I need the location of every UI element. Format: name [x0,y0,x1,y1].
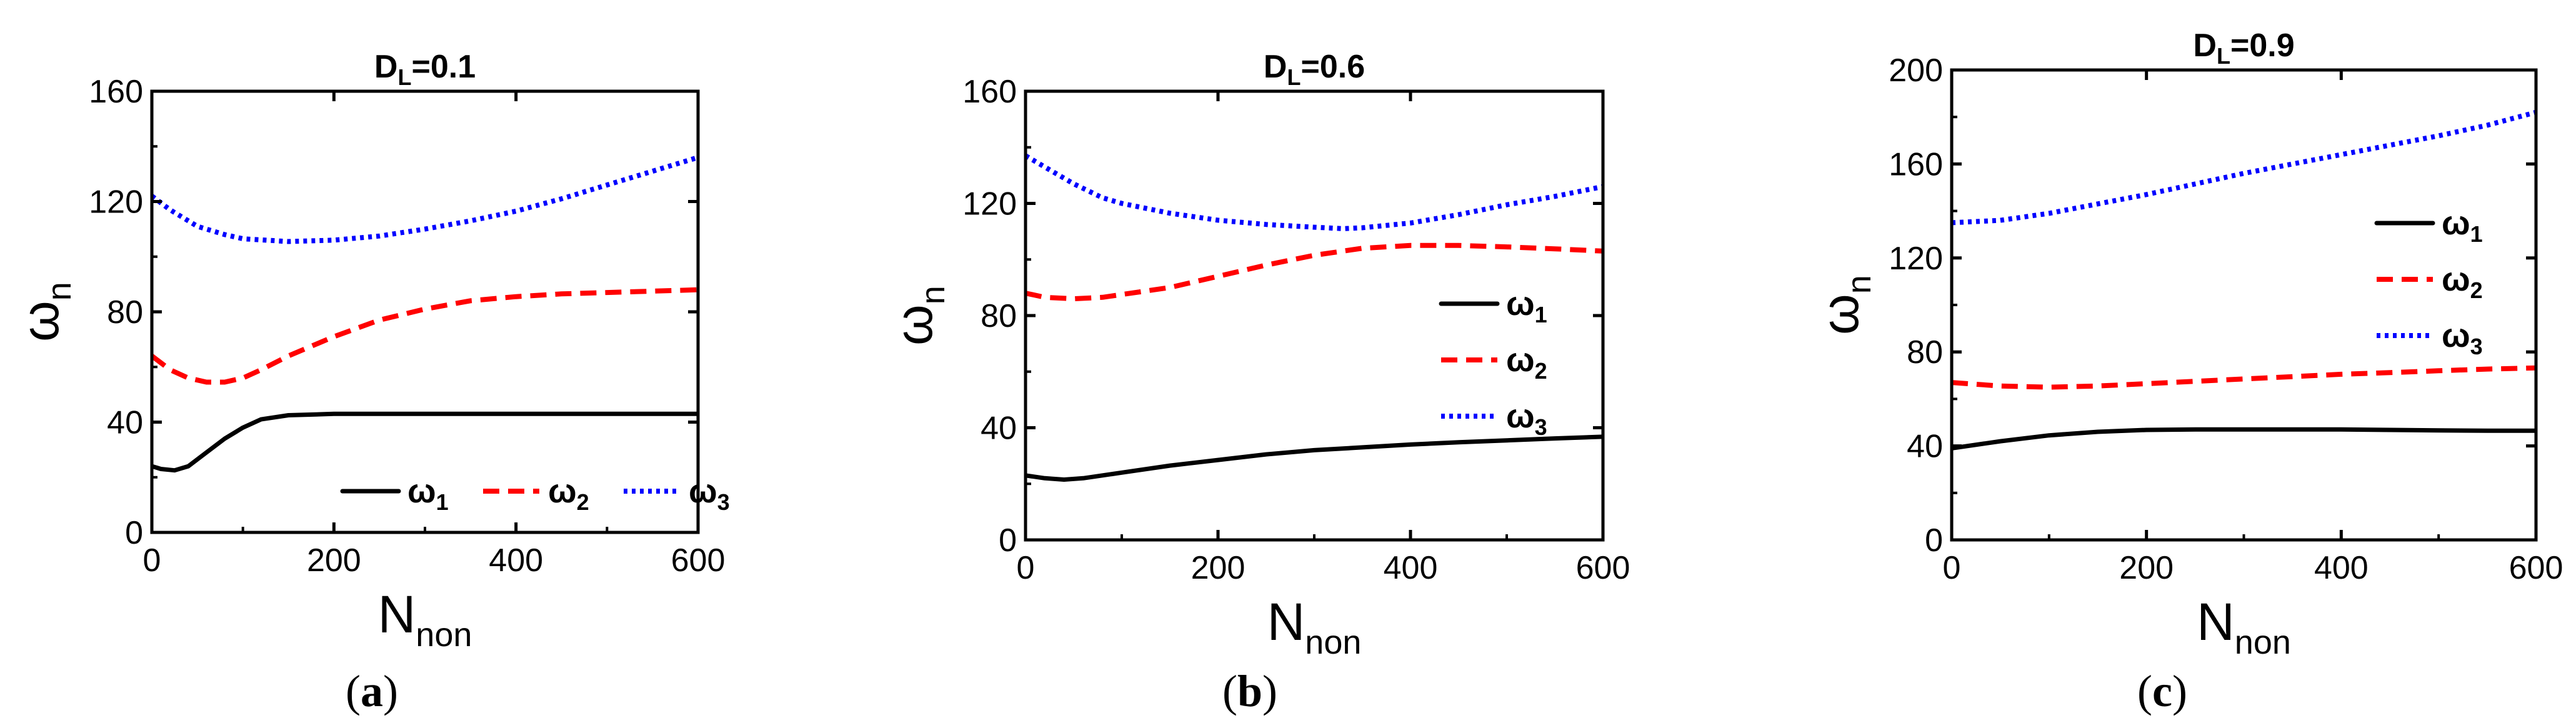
series-line-ω1 [1952,427,2536,451]
y-tick-label: 120 [89,184,143,221]
series-line-ω3 [1026,153,1603,231]
legend: ω1 ω2 ω3 [1439,285,1547,440]
x-tick-label: 400 [489,542,543,579]
y-axis-label: ωn [1810,275,1878,335]
panel-caption: (a) [346,666,398,716]
legend-label-ω1: ω1 [1506,285,1547,327]
series-line-ω2 [152,287,698,385]
y-tick-label: 160 [962,74,1017,110]
y-tick-label: 80 [981,298,1017,334]
series-line-ω2 [1026,242,1603,302]
x-tick-label: 0 [143,542,161,579]
y-axis-label: ωn [11,282,78,342]
series-line-ω3 [1952,109,2536,226]
plot-frame [150,89,700,534]
chart-title: DL=0.9 [2193,27,2294,69]
chart-title: DL=0.1 [374,49,476,90]
y-tick-label: 0 [125,515,143,551]
series-line-ω2 [1952,365,2536,390]
x-tick-label: 600 [1576,550,1630,586]
x-tick-label: 0 [1943,550,1961,586]
panel-caption: (c) [2137,666,2187,716]
y-tick-label: 80 [1907,334,1943,371]
y-axis-label: ωn [884,286,952,346]
x-tick-label: 600 [2509,550,2564,586]
x-tick-label: 200 [307,542,361,579]
x-tick-label: 200 [2119,550,2174,586]
y-tick-label: 0 [1925,522,1943,559]
legend-label-ω3: ω3 [2442,317,2483,359]
chart-panel-c: 0 200 400 600 0 40 80 120 160 200 DL=0.9 Nnon ωn ω1 ω2… [1810,27,2563,716]
legend-label-ω3: ω3 [1506,397,1547,440]
y-tick-label: 160 [1889,146,1943,182]
plot-frame [1950,68,2538,542]
legend-label-ω2: ω2 [1506,341,1547,384]
legend-label-ω1: ω1 [2442,204,2483,247]
chart-title: DL=0.6 [1264,49,1365,90]
x-tick-label: 0 [1017,550,1035,586]
series-line-ω1 [152,411,698,473]
legend: ω1 ω2 ω3 [340,472,730,515]
x-axis-label: Nnon [378,585,472,654]
y-tick-label: 40 [981,411,1017,447]
y-tick-label: 80 [107,294,143,331]
x-tick-label: 200 [1191,550,1246,586]
x-axis-label: Nnon [2197,592,2291,661]
chart-panel-b: 0 200 400 600 0 40 80 120 160 DL=0.6 Nnon ωn ω1 ω2 ω3 (… [884,49,1630,716]
x-tick-label: 400 [2314,550,2369,586]
y-tick-label: 40 [1907,429,1943,465]
legend-label-ω3: ω3 [689,472,730,515]
series-line-ω1 [1026,434,1603,482]
x-tick-label: 600 [671,542,726,579]
x-axis-label: Nnon [1267,592,1362,661]
legend: ω1 ω2 ω3 [2374,204,2483,359]
y-tick-label: 40 [107,405,143,441]
legend-label-ω2: ω2 [2442,261,2483,303]
y-tick-label: 200 [1889,52,1943,89]
y-tick-label: 120 [962,186,1017,222]
y-tick-label: 160 [89,74,143,110]
panel-caption: (b) [1222,666,1277,716]
chart-panel-a: 0 200 400 600 0 40 80 120 160 DL=0.1 Nnon ωn ω1 ω2 ω3 (… [11,49,730,716]
y-tick-label: 120 [1889,241,1943,277]
legend-label-ω1: ω1 [407,472,449,515]
series-line-ω3 [152,155,698,244]
x-tick-label: 400 [1384,550,1438,586]
y-tick-label: 0 [999,522,1017,559]
legend-label-ω2: ω2 [548,472,589,515]
